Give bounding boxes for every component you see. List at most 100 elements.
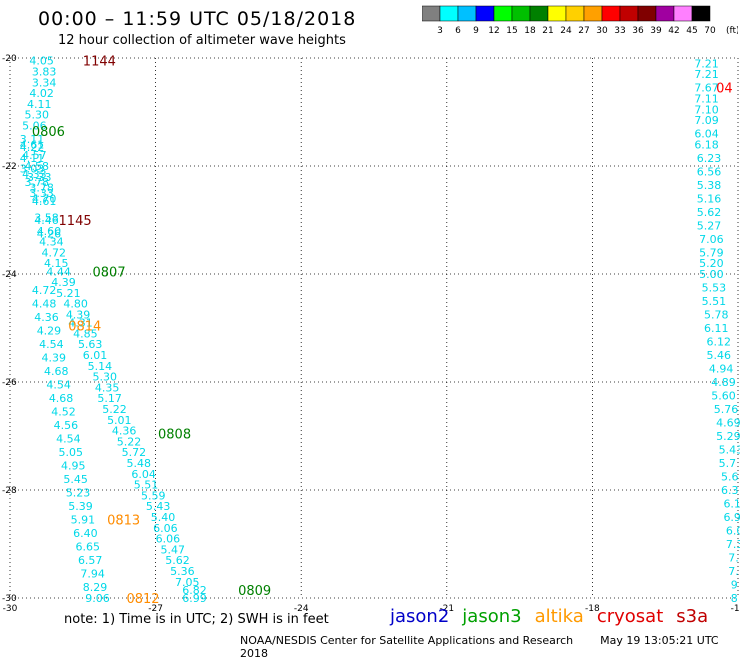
scale-label: 33	[614, 26, 625, 35]
track-04: 7.217.217.677.117.107.096.046.186.236.56…	[694, 57, 740, 605]
track-0807: 4.444.395.214.804.394.314.855.636.015.14…	[46, 265, 136, 437]
wave-height-label: 4.80	[63, 298, 88, 311]
track-0809: 6.826.99 0809	[182, 584, 271, 605]
wave-height-label: 4.36	[112, 425, 137, 438]
wave-height-label: 5.39	[68, 500, 93, 513]
wave-height-label: 4.89	[711, 376, 736, 389]
wave-height-label: 4.11	[27, 98, 51, 111]
wave-height-label: 6.9	[723, 511, 740, 524]
wave-height-label: 4.39	[42, 352, 66, 365]
wave-height-label: 6.01	[83, 349, 108, 362]
scale-label: 36	[632, 26, 644, 35]
scale-swatch	[691, 5, 711, 22]
wave-height-label: 5.21	[56, 287, 81, 300]
wave-height-label: 6.65	[76, 541, 101, 554]
scale-label: 21	[542, 26, 553, 35]
wave-height-label: 4.94	[709, 363, 734, 376]
wave-height-label: 5.16	[697, 192, 722, 205]
wave-height-label: 5.06	[22, 120, 46, 133]
wave-height-label: 5.78	[704, 309, 729, 322]
wave-height-label: 4.54	[56, 433, 81, 446]
wave-height-label: 7.05	[175, 576, 200, 589]
scale-label: 3	[437, 26, 443, 35]
wave-height-label: 7.11	[694, 93, 719, 106]
pass-time-label: 0806	[32, 125, 65, 140]
pass-time-label: 04	[716, 82, 733, 97]
wave-height-label: 4.70	[32, 192, 57, 205]
wave-height-label: 4.48	[32, 298, 57, 311]
wave-height-label: 6.04	[694, 128, 719, 141]
wave-height-label: 3.34	[32, 76, 57, 89]
pass-time-label: 0809	[238, 584, 271, 599]
wave-height-label: 5.14	[88, 360, 113, 373]
chart-subtitle: 12 hour collection of altimeter wave hei…	[58, 33, 346, 48]
scale-label: 45	[686, 26, 697, 35]
pass-time-label: 0808	[158, 427, 191, 442]
wave-height-label: 7.06	[699, 233, 724, 246]
track-0806: 3.114.224.113.034.333.783.334.613.584.60…	[20, 125, 69, 270]
wave-height-label: 7.	[728, 565, 739, 578]
track-0812: 0812	[126, 592, 159, 607]
wave-height-label: 4.44	[46, 265, 71, 278]
wave-height-label: 5.36	[170, 565, 195, 578]
x-tick-label: -15	[731, 604, 740, 612]
wave-height-label: 7.21	[694, 57, 719, 70]
wave-height-label: 4.26	[37, 228, 62, 241]
y-tick-label: -24	[2, 270, 17, 280]
wave-height-label: 4.72	[42, 246, 66, 259]
wave-height-label: 4.57	[22, 149, 46, 162]
scale-label: 39	[650, 26, 662, 35]
wave-height-label: 6.56	[697, 165, 722, 178]
wave-height-label: 7.	[728, 552, 739, 565]
wave-height-label: 4.58	[25, 160, 49, 173]
wave-height-label: 4.35	[95, 381, 120, 394]
wave-height-label: 6.99	[182, 592, 207, 605]
wave-height-label: 7.94	[80, 568, 105, 581]
wave-height-label: 4.11	[20, 152, 44, 165]
plot-area: -30 -27 -24 -21 -18 -15 -20 -22 -24 -26 -28 -30 4.05…	[2, 54, 740, 612]
pass-time-label: 0812	[126, 592, 159, 607]
wave-height-label: 4.95	[61, 460, 86, 473]
wave-height-label: 6.40	[73, 527, 98, 540]
wave-height-label: 6.06	[153, 522, 178, 535]
wave-height-label: 4.46	[34, 214, 59, 227]
wave-height-label: 4.39	[66, 309, 91, 322]
wave-height-label: 5.29	[716, 430, 740, 443]
wave-height-label: 3.83	[32, 66, 57, 79]
pass-time-label: 0813	[107, 514, 140, 529]
scale-unit: (ft)	[726, 26, 738, 35]
wave-height-label: 8.29	[83, 581, 108, 594]
wave-height-label: 7.3	[726, 538, 740, 551]
scale-label: 70	[704, 26, 716, 35]
wave-height-label: 9	[731, 579, 738, 592]
wave-height-label: 5.63	[78, 338, 103, 351]
wave-height-label: 4.39	[51, 276, 76, 289]
wave-height-label: 5.27	[697, 219, 722, 232]
scale-label: 15	[506, 26, 517, 35]
wave-height-label: 5.62	[697, 206, 722, 219]
wave-height-label: 6.18	[694, 138, 719, 151]
wave-height-label: 5.91	[71, 514, 96, 527]
wave-height-label: 6.82	[182, 584, 207, 597]
wave-height-label: 5.43	[719, 444, 740, 457]
track-1144: 4.053.833.344.024.115.305.06 1144	[22, 55, 116, 133]
wave-height-label: 5.30	[25, 109, 49, 122]
wave-height-label: 5.47	[160, 543, 185, 556]
scale-label: 42	[668, 26, 679, 35]
wave-height-label: 5.48	[126, 457, 151, 470]
wave-height-label: 5.62	[165, 554, 190, 567]
track-0814: 4.724.484.364.294.544.394.684.544.684.52…	[32, 284, 101, 500]
credit-line: NOAA/NESDIS Center for Satellite Applica…	[240, 634, 740, 660]
grid	[9, 57, 739, 599]
wave-height-label: 5.43	[146, 500, 171, 513]
wave-height-label: 4.52	[51, 406, 76, 419]
pass-time-label: 1145	[59, 214, 92, 229]
wave-height-label: 5.7	[719, 457, 737, 470]
wave-height-label: 3.33	[29, 187, 54, 200]
x-tick-label: -30	[3, 604, 18, 612]
wave-height-label: 6.3	[721, 484, 739, 497]
wave-height-label: 6.04	[131, 468, 156, 481]
wave-height-label: 3.11	[20, 133, 44, 146]
wave-height-label: 5.01	[107, 414, 132, 427]
